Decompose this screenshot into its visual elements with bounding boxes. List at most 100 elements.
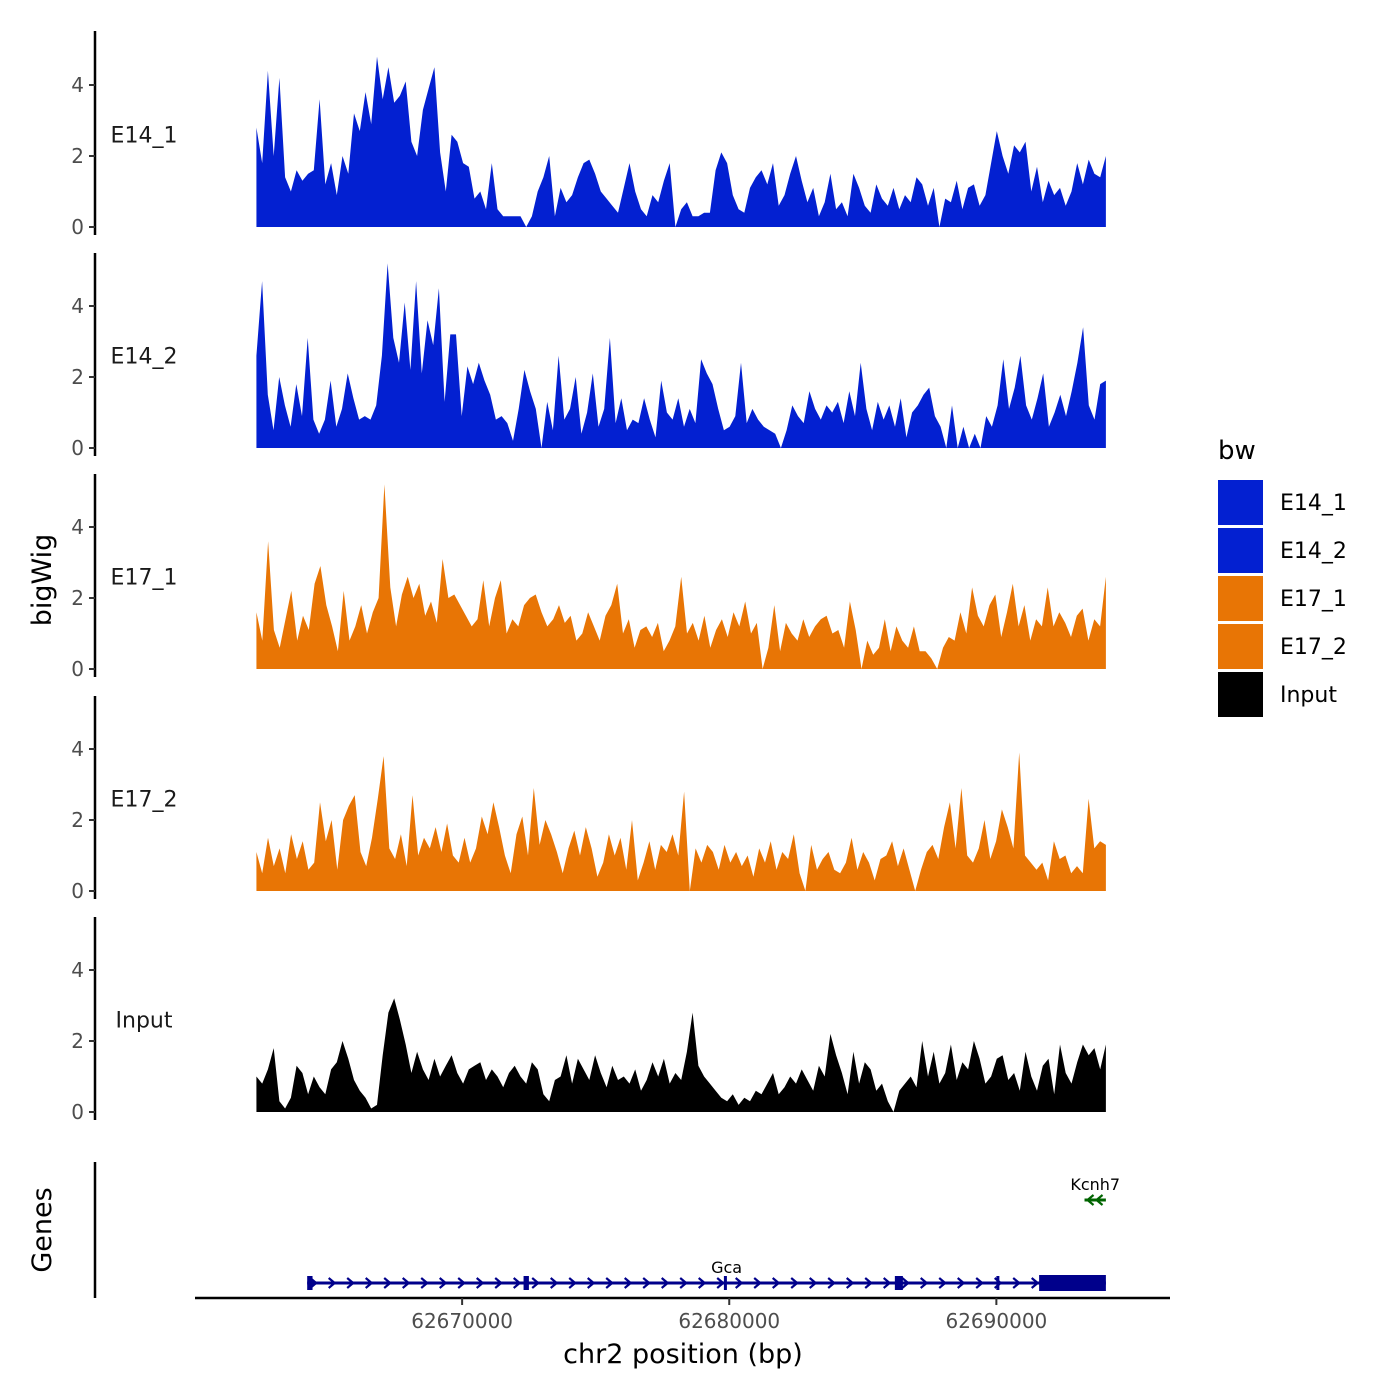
- y-tick-label: 4: [71, 515, 84, 539]
- y-tick-label: 0: [71, 436, 84, 460]
- legend-label: E17_2: [1280, 635, 1347, 660]
- strand-arrow: [531, 1277, 540, 1289]
- strand-arrow: [401, 1277, 411, 1289]
- legend-key-E14_2: [1218, 528, 1263, 573]
- legend-label: E17_1: [1280, 587, 1347, 612]
- gene-exon: [894, 1276, 903, 1290]
- legend-key-E17_2: [1218, 624, 1263, 669]
- strand-arrow: [901, 1277, 910, 1289]
- signal-tracks: 0 2 4 E14_1 0 2 4 E14_2 0 2 4 E17_1 0 2 4 E17_2 0 2 4 Input: [71, 31, 1106, 1124]
- strand-arrow: [919, 1277, 929, 1289]
- y-tick-label: 2: [71, 586, 84, 610]
- y-axis-title: bigWig: [27, 534, 58, 627]
- strand-arrow: [845, 1277, 855, 1289]
- strand-arrow: [864, 1277, 873, 1289]
- strand-arrow: [882, 1277, 892, 1289]
- x-tick-label: 62690000: [945, 1309, 1047, 1333]
- strand-arrow: [827, 1277, 836, 1289]
- legend-label: E14_1: [1280, 491, 1347, 516]
- signal-area-E17_2: [256, 752, 1106, 891]
- signal-area-E14_1: [256, 56, 1106, 227]
- y-tick-label: 0: [71, 1100, 84, 1124]
- y-tick-label: 0: [71, 879, 84, 903]
- strand-arrow: [586, 1277, 596, 1289]
- legend-key-E17_1: [1218, 576, 1263, 621]
- legend-title: bw: [1218, 436, 1256, 466]
- y-tick-label: 2: [71, 365, 84, 389]
- gene-Gca: Gca: [307, 1258, 1106, 1291]
- strand-arrow: [457, 1277, 466, 1289]
- facet-label: E14_1: [111, 124, 178, 149]
- strand-arrow: [771, 1277, 781, 1289]
- strand-arrow: [383, 1277, 392, 1289]
- strand-arrow: [938, 1277, 947, 1289]
- strand-arrow: [642, 1277, 651, 1289]
- x-tick-label: 62670000: [411, 1309, 513, 1333]
- y-tick-label: 2: [71, 144, 84, 168]
- gene-label: Gca: [711, 1258, 742, 1277]
- strand-arrow: [475, 1277, 485, 1289]
- strand-arrow: [494, 1277, 503, 1289]
- legend-key-E14_1: [1218, 480, 1263, 525]
- strand-arrow: [716, 1277, 725, 1289]
- track-E17_1: 0 2 4 E17_1: [71, 474, 1106, 681]
- y-tick-label: 0: [71, 657, 84, 681]
- strand-arrow: [364, 1277, 374, 1289]
- legend-key-Input: [1218, 672, 1263, 717]
- y-tick-label: 4: [71, 73, 84, 97]
- gene-exon: [723, 1276, 727, 1290]
- strand-arrow: [790, 1277, 799, 1289]
- strand-arrow: [1094, 1194, 1104, 1206]
- strand-arrow: [808, 1277, 818, 1289]
- strand-arrow: [956, 1277, 966, 1289]
- facet-label: E14_2: [111, 345, 178, 370]
- legend: bw E14_1 E14_2 E17_1 E17_2 Input: [1218, 436, 1347, 717]
- gene-label: Kcnh7: [1070, 1175, 1120, 1194]
- genes-axis-title: Genes: [27, 1187, 58, 1272]
- legend-label: E14_2: [1280, 539, 1347, 564]
- facet-label: Input: [116, 1009, 173, 1034]
- track-E14_2: 0 2 4 E14_2: [71, 253, 1106, 460]
- track-Input: 0 2 4 Input: [71, 917, 1106, 1124]
- facet-label: E17_1: [111, 566, 178, 591]
- strand-arrow: [346, 1277, 355, 1289]
- y-tick-label: 4: [71, 737, 84, 761]
- y-tick-label: 0: [71, 215, 84, 239]
- strand-arrow: [679, 1277, 688, 1289]
- legend-label: Input: [1280, 683, 1337, 708]
- strand-arrow: [1085, 1194, 1095, 1206]
- strand-arrow: [549, 1277, 559, 1289]
- signal-area-E14_2: [256, 263, 1106, 448]
- strand-arrow: [438, 1277, 448, 1289]
- strand-arrow: [660, 1277, 670, 1289]
- strand-arrow: [1030, 1277, 1040, 1289]
- gene-exon: [1039, 1275, 1106, 1291]
- y-tick-label: 2: [71, 808, 84, 832]
- x-axis-title: chr2 position (bp): [563, 1339, 803, 1370]
- strand-arrow: [623, 1277, 633, 1289]
- strand-arrow: [975, 1277, 984, 1289]
- y-tick-label: 4: [71, 294, 84, 318]
- track-E14_1: 0 2 4 E14_1: [71, 31, 1106, 239]
- gene-track: Gca Kcnh7: [93, 1162, 1120, 1298]
- x-axis: 62670000 62680000 62690000: [195, 1296, 1170, 1333]
- strand-arrow: [420, 1277, 429, 1289]
- y-tick-label: 4: [71, 958, 84, 982]
- x-tick-label: 62680000: [678, 1309, 780, 1333]
- strand-arrow: [697, 1277, 707, 1289]
- strand-arrow: [327, 1277, 337, 1289]
- gene-exon: [523, 1276, 529, 1290]
- strand-arrow: [1012, 1277, 1021, 1289]
- strand-arrow: [568, 1277, 577, 1289]
- strand-arrow: [734, 1277, 744, 1289]
- facet-label: E17_2: [111, 788, 178, 813]
- gene-Kcnh7: Kcnh7: [1070, 1175, 1120, 1206]
- strand-arrow: [512, 1277, 522, 1289]
- strand-arrow: [605, 1277, 614, 1289]
- strand-arrow: [753, 1277, 762, 1289]
- signal-area-Input: [256, 998, 1106, 1112]
- signal-area-E17_1: [256, 484, 1106, 669]
- gene-exon: [996, 1276, 1000, 1290]
- track-E17_2: 0 2 4 E17_2: [71, 696, 1106, 903]
